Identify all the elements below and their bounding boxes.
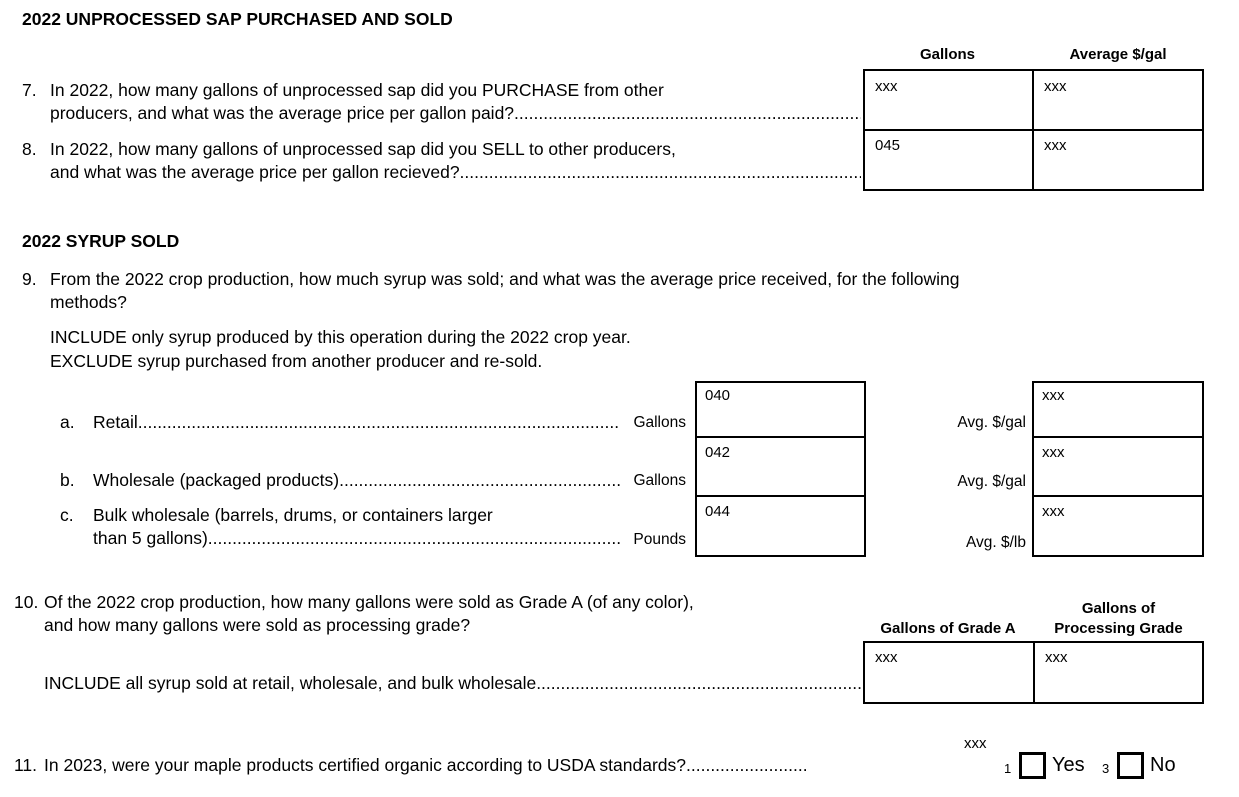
q11-number: 11. (14, 755, 38, 775)
q7-avg-cell[interactable]: xxx (1034, 71, 1202, 129)
q7-number: 7. (22, 80, 37, 100)
column-header-grade-a: Gallons of Grade A (880, 620, 1016, 637)
q9-item-c-letter: c. (60, 505, 74, 525)
q9-item-c-label-line2: than 5 gallons).........................… (93, 528, 620, 548)
q8-text-line2: and what was the average price per gallo… (50, 162, 861, 182)
q9-item-c-avg-cell[interactable]: xxx (1034, 497, 1202, 555)
q10-text-line2: and how many gallons were sold as proces… (44, 615, 471, 635)
q10-processing-cell[interactable]: xxx (1037, 643, 1202, 702)
sap-table-row-divider (863, 129, 1204, 131)
q10-grade-a-code: xxx (875, 649, 898, 666)
column-header-processing-line2: Processing Grade (1054, 620, 1183, 637)
q9-item-a-label: Retail..................................… (93, 412, 620, 432)
q9-item-b-unit-label: Gallons (633, 472, 686, 489)
column-header-average-per-gal: Average $/gal (1069, 46, 1167, 63)
q9-text-line1: From the 2022 crop production, how much … (50, 269, 960, 289)
q7-gallons-cell[interactable]: xxx (865, 71, 1032, 129)
column-header-gallons: Gallons (919, 46, 975, 63)
q11-yes-code: 1 (1004, 761, 1012, 776)
q9-include-note: INCLUDE only syrup produced by this oper… (50, 327, 631, 347)
q7-text-line1: In 2022, how many gallons of unprocessed… (50, 80, 664, 100)
q9-item-a-quantity-code: 040 (705, 387, 731, 404)
q8-gallons-cell[interactable]: 045 (865, 131, 1032, 189)
q9-item-c-quantity-cell[interactable]: 044 (697, 497, 864, 555)
q11-no-label: No (1150, 754, 1176, 776)
q10-processing-code: xxx (1045, 649, 1068, 666)
q9-exclude-note: EXCLUDE syrup purchased from another pro… (50, 351, 543, 371)
q10-table-column-divider (1033, 641, 1035, 704)
q9-quantity-divider-1 (695, 436, 866, 438)
q7-gallons-cell-code: xxx (875, 78, 898, 95)
q9-item-c-avg-label: Avg. $/lb (965, 534, 1026, 551)
q11-no-code: 3 (1102, 761, 1110, 776)
q9-quantity-boxes-border (695, 381, 866, 557)
q10-grade-a-cell[interactable]: xxx (865, 643, 1031, 702)
q9-item-c-label-line1: Bulk wholesale (barrels, drums, or conta… (93, 505, 493, 525)
q9-item-c-avg-code: xxx (1042, 503, 1065, 520)
q10-number: 10. (14, 592, 39, 612)
q9-item-a-avg-cell[interactable]: xxx (1034, 383, 1202, 436)
q9-item-a-unit-label: Gallons (633, 414, 686, 431)
q9-item-b-quantity-code: 042 (705, 444, 731, 461)
q9-avg-divider-2 (1032, 495, 1204, 497)
q8-avg-cell[interactable]: xxx (1034, 131, 1202, 189)
q8-gallons-cell-code: 045 (875, 137, 901, 154)
q10-text-line1: Of the 2022 crop production, how many ga… (44, 592, 694, 612)
q9-item-a-avg-label: Avg. $/gal (957, 414, 1026, 431)
q11-no-checkbox[interactable] (1117, 752, 1144, 779)
q9-text-line2: methods? (50, 292, 127, 312)
q11-yes-label: Yes (1052, 754, 1085, 776)
q8-number: 8. (22, 139, 37, 159)
q9-item-b-letter: b. (60, 470, 75, 490)
q7-text-line2: producers, and what was the average pric… (50, 103, 861, 123)
q9-avg-divider-1 (1032, 436, 1204, 438)
q11-office-code: xxx (964, 735, 987, 752)
q11-yes-checkbox[interactable] (1019, 752, 1046, 779)
q9-avg-boxes-border (1032, 381, 1204, 557)
column-header-processing-line1: Gallons of (1081, 600, 1156, 617)
section-heading-sap: 2022 UNPROCESSED SAP PURCHASED AND SOLD (22, 9, 453, 29)
q9-item-a-quantity-cell[interactable]: 040 (697, 383, 864, 436)
q8-text-line1: In 2022, how many gallons of unprocessed… (50, 139, 676, 159)
q9-item-c-quantity-code: 044 (705, 503, 731, 520)
q9-number: 9. (22, 269, 37, 289)
q8-avg-cell-code: xxx (1044, 137, 1067, 154)
q9-item-a-avg-code: xxx (1042, 387, 1065, 404)
q9-item-b-quantity-cell[interactable]: 042 (697, 438, 864, 495)
q7-avg-cell-code: xxx (1044, 78, 1067, 95)
q9-item-b-label: Wholesale (packaged products)...........… (93, 470, 620, 490)
q9-item-b-avg-label: Avg. $/gal (957, 473, 1026, 490)
section-heading-syrup: 2022 SYRUP SOLD (22, 231, 180, 251)
q9-item-b-avg-code: xxx (1042, 444, 1065, 461)
q11-text: In 2023, were your maple products certif… (44, 755, 808, 775)
q9-quantity-divider-2 (695, 495, 866, 497)
q9-item-b-avg-cell[interactable]: xxx (1034, 438, 1202, 495)
q9-item-c-unit-label: Pounds (633, 531, 686, 548)
q10-include-line: INCLUDE all syrup sold at retail, wholes… (44, 673, 862, 693)
q9-item-a-letter: a. (60, 412, 75, 432)
